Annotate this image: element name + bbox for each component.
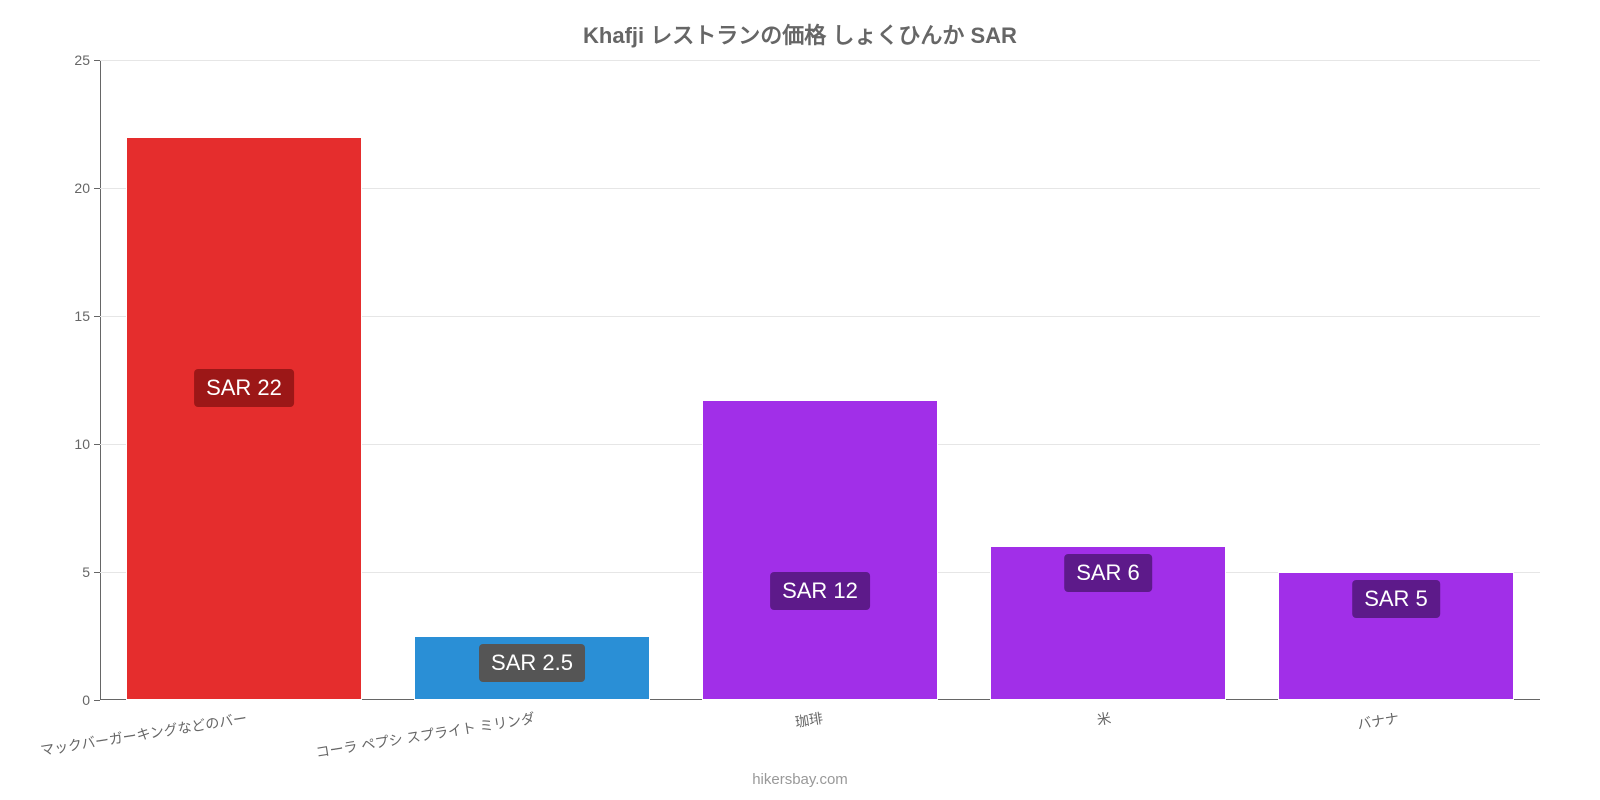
value-badge: SAR 6 [1064, 554, 1152, 592]
y-tick-label: 20 [74, 180, 100, 196]
value-badge: SAR 2.5 [479, 644, 585, 682]
x-tick-label: 米 [1094, 700, 1112, 730]
value-badge: SAR 22 [194, 369, 294, 407]
x-tick-label: コーラ ペプシ スプライト ミリンダ [313, 700, 536, 762]
y-tick-label: 0 [82, 692, 100, 708]
x-tick-label: 珈琲 [792, 700, 824, 732]
x-tick-label: マックバーガーキングなどのバー [38, 700, 249, 760]
y-tick-label: 25 [74, 52, 100, 68]
y-tick-label: 10 [74, 436, 100, 452]
x-tick-label: バナナ [1355, 700, 1401, 734]
value-badge: SAR 12 [770, 572, 870, 610]
value-badge: SAR 5 [1352, 580, 1440, 618]
attribution-text: hikersbay.com [0, 771, 1600, 788]
y-tick-label: 15 [74, 308, 100, 324]
bar [702, 400, 938, 700]
price-bar-chart: Khafji レストランの価格 しょくひんか SAR 0 5 10 15 20 25 SA… [0, 0, 1600, 800]
y-tick-label: 5 [82, 564, 100, 580]
bar [126, 137, 362, 700]
bars-layer: SAR 22 SAR 2.5 SAR 12 SAR 6 SAR 5 [100, 60, 1540, 700]
plot-area: 0510152025 SAR 22SAR 2.5SAR 12SAR 6SAR 5… [100, 60, 1540, 700]
chart-title: Khafji レストランの価格 しょくひんか SAR [0, 18, 1600, 50]
